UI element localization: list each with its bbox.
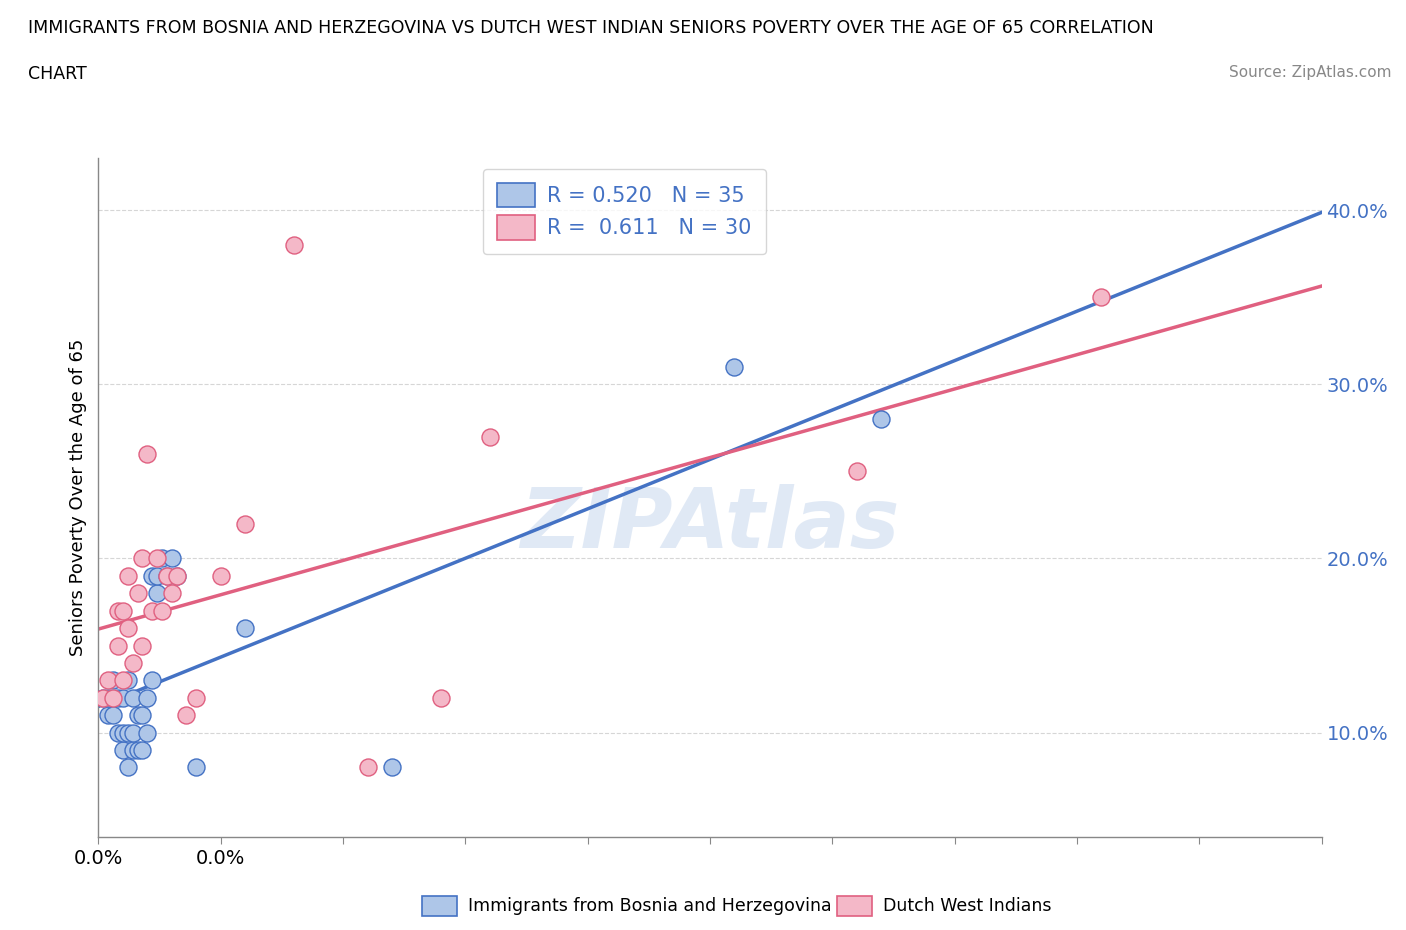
Text: Source: ZipAtlas.com: Source: ZipAtlas.com xyxy=(1229,65,1392,80)
Point xyxy=(176,708,198,723)
Point xyxy=(117,760,139,775)
Point xyxy=(131,551,153,566)
Point xyxy=(283,238,305,253)
Point xyxy=(381,760,404,775)
Legend: R = 0.520   N = 35, R =  0.611   N = 30: R = 0.520 N = 35, R = 0.611 N = 30 xyxy=(482,168,766,254)
Point xyxy=(233,516,256,531)
Point xyxy=(156,568,179,583)
Point xyxy=(160,586,183,601)
Point xyxy=(146,568,169,583)
Point xyxy=(107,638,129,653)
Point xyxy=(117,673,139,688)
Point xyxy=(101,690,124,705)
Point xyxy=(156,568,179,583)
Point xyxy=(111,690,134,705)
Point xyxy=(111,742,134,757)
Point xyxy=(107,690,129,705)
Point xyxy=(845,464,868,479)
Text: CHART: CHART xyxy=(28,65,87,83)
Point xyxy=(141,604,163,618)
Point xyxy=(127,708,149,723)
Point xyxy=(111,725,134,740)
Point xyxy=(91,690,114,705)
Point xyxy=(121,742,143,757)
Point xyxy=(136,725,159,740)
Point xyxy=(117,568,139,583)
Point xyxy=(141,673,163,688)
Point xyxy=(141,568,163,583)
Point xyxy=(146,586,169,601)
Point xyxy=(1090,290,1112,305)
Point xyxy=(233,620,256,635)
Point xyxy=(101,708,124,723)
Point xyxy=(166,568,188,583)
Point xyxy=(117,620,139,635)
Point xyxy=(121,725,143,740)
Point xyxy=(723,360,745,375)
Text: Immigrants from Bosnia and Herzegovina: Immigrants from Bosnia and Herzegovina xyxy=(468,897,832,915)
Point xyxy=(186,760,208,775)
Point xyxy=(478,429,501,444)
Text: ZIPAtlas: ZIPAtlas xyxy=(520,485,900,565)
Point xyxy=(209,568,232,583)
Point xyxy=(107,725,129,740)
Point xyxy=(107,604,129,618)
Point xyxy=(136,446,159,461)
Point xyxy=(97,690,120,705)
Point xyxy=(146,551,169,566)
Point xyxy=(97,673,120,688)
Point xyxy=(97,708,120,723)
Point xyxy=(101,673,124,688)
Point xyxy=(356,760,378,775)
Point xyxy=(111,673,134,688)
Point xyxy=(127,586,149,601)
Point xyxy=(111,604,134,618)
Point xyxy=(121,690,143,705)
Point xyxy=(150,551,173,566)
Point xyxy=(160,551,183,566)
Text: Dutch West Indians: Dutch West Indians xyxy=(883,897,1052,915)
Point xyxy=(870,412,893,427)
Point xyxy=(121,656,143,671)
Point xyxy=(136,690,159,705)
Point xyxy=(131,708,153,723)
Point xyxy=(166,568,188,583)
Text: IMMIGRANTS FROM BOSNIA AND HERZEGOVINA VS DUTCH WEST INDIAN SENIORS POVERTY OVER: IMMIGRANTS FROM BOSNIA AND HERZEGOVINA V… xyxy=(28,19,1154,36)
Point xyxy=(150,604,173,618)
Point xyxy=(430,690,453,705)
Point xyxy=(131,742,153,757)
Y-axis label: Seniors Poverty Over the Age of 65: Seniors Poverty Over the Age of 65 xyxy=(69,339,87,657)
Point xyxy=(131,638,153,653)
Point xyxy=(117,725,139,740)
Point xyxy=(91,690,114,705)
Point xyxy=(186,690,208,705)
Point xyxy=(127,742,149,757)
